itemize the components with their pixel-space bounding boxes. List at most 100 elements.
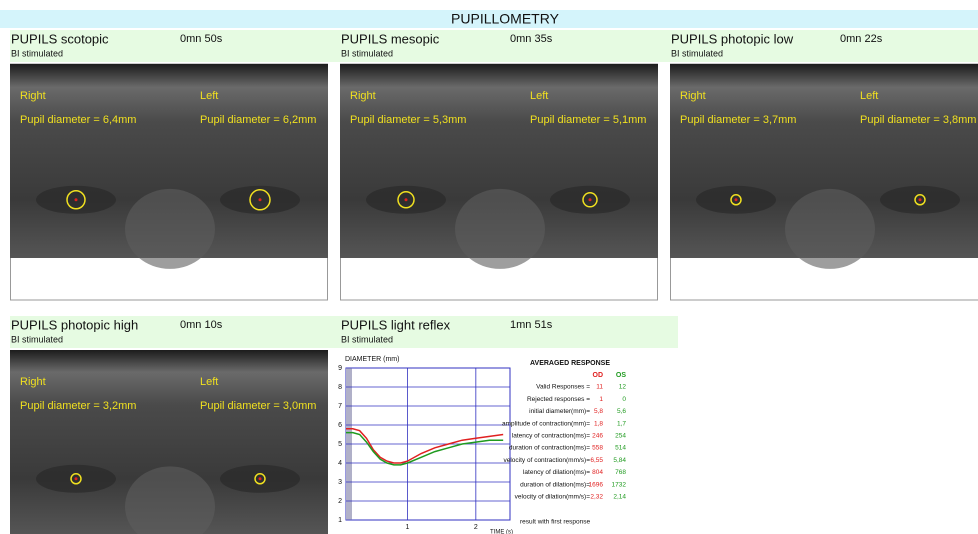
panel-header	[340, 30, 678, 62]
nose-shade	[125, 188, 215, 269]
y-tick-label: 6	[338, 422, 342, 429]
table-row-label: latency of dilation(ms)=	[523, 469, 590, 476]
x-axis-label: TIME (s)	[490, 530, 513, 534]
y-tick-label: 4	[338, 460, 342, 467]
y-tick-label: 1	[338, 517, 342, 524]
panel-subtitle: BI stimulated	[341, 334, 393, 344]
nose-shade	[125, 466, 215, 534]
table-value: 5,6	[617, 408, 626, 415]
eye-label: Right	[20, 376, 46, 388]
eye-label: Left	[200, 376, 218, 388]
table-value: 768	[615, 469, 626, 476]
table-value: 1,8	[594, 420, 603, 427]
table-row-label: velocity of contraction(mm/s)=	[503, 457, 590, 464]
pupil-center	[588, 198, 592, 202]
diameter-label: Pupil diameter = 5,3mm	[350, 114, 466, 126]
panel-title: PUPILS scotopic	[11, 31, 109, 46]
panel-subtitle: BI stimulated	[11, 48, 63, 58]
eye-label: Left	[860, 90, 878, 102]
title-bar	[0, 10, 978, 28]
eye-label: Right	[680, 90, 706, 102]
table-value: 2,32	[590, 494, 603, 501]
pupil-center	[404, 198, 408, 202]
panel-title: PUPILS photopic high	[11, 317, 138, 332]
table-value: 1,7	[617, 420, 626, 427]
y-tick-label: 9	[338, 365, 342, 372]
panel-time: 1mn 51s	[510, 319, 553, 331]
pupil-center	[918, 198, 922, 202]
y-tick-label: 2	[338, 498, 342, 505]
diameter-line	[346, 431, 504, 466]
pupil-center	[74, 198, 78, 202]
panel-subtitle: BI stimulated	[341, 48, 393, 58]
panel-title: PUPILS light reflex	[341, 317, 451, 332]
table-value: 0	[622, 396, 626, 403]
table-value: 246	[592, 433, 603, 440]
panel-time: 0mn 50s	[180, 33, 223, 45]
panel-time: 0mn 35s	[510, 33, 553, 45]
table-note: result with first response	[520, 519, 590, 526]
y-axis-label: DIAMETER (mm)	[345, 356, 399, 363]
table-row-label: Rejected responses =	[527, 396, 590, 403]
table-value: 1696	[589, 481, 604, 488]
table-value: 514	[615, 445, 626, 452]
diameter-label: Pupil diameter = 3,0mm	[200, 400, 316, 412]
table-value: 558	[592, 445, 603, 452]
table-row-label: Valid Responses =	[536, 384, 590, 391]
pupil-ring	[730, 194, 742, 206]
pupil-center	[258, 198, 262, 202]
panel-subtitle: BI stimulated	[11, 334, 63, 344]
panel-title: PUPILS mesopic	[341, 31, 440, 46]
panel-time: 0mn 22s	[840, 33, 883, 45]
pupil-center	[734, 198, 738, 202]
eye-label: Left	[200, 90, 218, 102]
diameter-label: Pupil diameter = 3,2mm	[20, 400, 136, 412]
table-row-label: amplitude of contraction(mm)=	[502, 420, 590, 427]
table-value: 804	[592, 469, 603, 476]
table-column: OS	[616, 372, 626, 379]
nose-shade	[785, 188, 875, 269]
page-title: PUPILLOMETRY	[451, 11, 560, 27]
pupil-ring	[914, 194, 926, 206]
x-tick-label: 1	[406, 524, 410, 531]
eye-label: Right	[350, 90, 376, 102]
diameter-label: Pupil diameter = 3,8mm	[860, 114, 976, 126]
panel-title: PUPILS photopic low	[671, 31, 794, 46]
panel-time: 0mn 10s	[180, 319, 223, 331]
table-value: 2,14	[613, 494, 626, 501]
table-title: AVERAGED RESPONSE	[530, 360, 610, 367]
table-value: 254	[615, 433, 626, 440]
y-tick-label: 5	[338, 441, 342, 448]
panel-header	[10, 316, 348, 348]
eye-label: Right	[20, 90, 46, 102]
diameter-label: Pupil diameter = 6,2mm	[200, 114, 316, 126]
table-row-label: duration of dilation(ms)=	[520, 481, 590, 488]
pupil-center	[258, 477, 262, 481]
nose-shade	[455, 188, 545, 269]
table-value: 5,84	[613, 457, 626, 464]
pupil-ring	[249, 189, 271, 211]
y-tick-label: 7	[338, 403, 342, 410]
panel-subtitle: BI stimulated	[671, 48, 723, 58]
pupil-ring	[66, 190, 86, 210]
table-value: 12	[619, 384, 627, 391]
pupil-ring	[254, 473, 266, 485]
diameter-line	[346, 428, 504, 464]
table-row-label: latency of contraction(ms)=	[512, 433, 590, 440]
diameter-label: Pupil diameter = 5,1mm	[530, 114, 646, 126]
table-row-label: initial diameter(mm)=	[529, 408, 590, 415]
table-row-label: duration of contraction(ms)=	[509, 445, 590, 452]
table-value: 1	[599, 396, 603, 403]
panel-header	[340, 316, 678, 348]
x-tick-label: 2	[474, 524, 478, 531]
diameter-label: Pupil diameter = 6,4mm	[20, 114, 136, 126]
table-value: 6,55	[590, 457, 603, 464]
pupil-ring	[582, 192, 598, 208]
y-tick-label: 8	[338, 384, 342, 391]
table-row-label: velocity of dilation(mm/s)=	[515, 494, 591, 501]
pupil-ring	[70, 473, 82, 485]
table-value: 11	[596, 384, 603, 391]
table-value: 1732	[612, 481, 627, 488]
